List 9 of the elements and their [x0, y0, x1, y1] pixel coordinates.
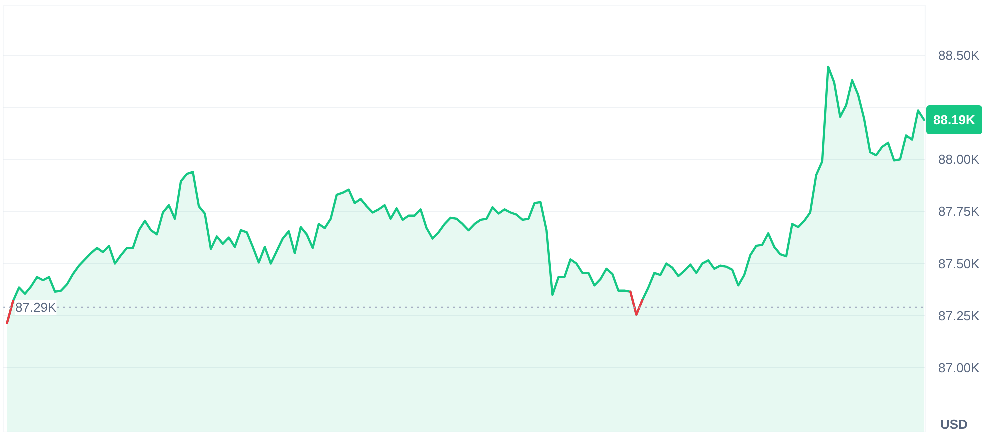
y-tick-label: 88.00K [938, 152, 980, 168]
text: 88.19K [934, 112, 976, 128]
y-tick-label: 88.50K [938, 48, 980, 63]
y-tick-label: 87.00K [938, 360, 980, 376]
y-axis-title: USD [940, 417, 968, 432]
y-tick-label: 87.75K [938, 204, 980, 220]
ref-line-label: 87.29K [16, 300, 58, 316]
y-tick-label: 87.25K [938, 308, 980, 324]
y-tick-label: 87.50K [938, 256, 980, 272]
